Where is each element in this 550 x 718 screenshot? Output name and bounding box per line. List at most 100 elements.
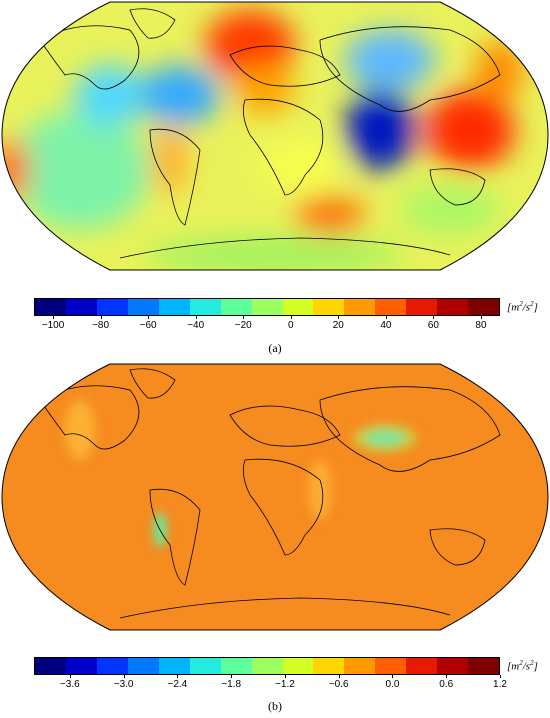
colorbar-tick	[123, 675, 125, 678]
colorbar-tick	[231, 675, 233, 678]
colorbar-segment	[65, 658, 82, 674]
colorbar-segment	[81, 658, 97, 674]
colorbar-tick-label: 1.2	[493, 679, 507, 690]
map-b-border	[1, 363, 549, 631]
colorbar-segment	[297, 299, 314, 315]
colorbar-segment	[452, 658, 469, 674]
colorbar-a-gradient	[34, 298, 500, 316]
colorbar-segment	[35, 658, 51, 674]
colorbar-segment	[437, 299, 453, 315]
colorbar-tick	[433, 316, 435, 319]
colorbar-tick-label: −3.6	[59, 679, 80, 690]
colorbar-segment	[236, 658, 252, 674]
colorbar-segment	[313, 299, 329, 315]
colorbar-tick-label: 80	[475, 320, 487, 331]
coastlines-b	[39, 368, 501, 619]
colorbar-tick-label: −20	[234, 320, 252, 331]
colorbar-segment	[143, 299, 159, 315]
colorbar-segment	[437, 658, 453, 674]
colorbar-segment	[390, 299, 407, 315]
colorbar-tick-label: −60	[139, 320, 157, 331]
colorbar-segment	[81, 299, 97, 315]
colorbar-segment	[282, 299, 298, 315]
colorbar-tick	[100, 316, 102, 319]
colorbar-tick	[385, 316, 387, 319]
colorbar-tick	[446, 675, 448, 678]
colorbar-segment	[328, 658, 345, 674]
colorbar-segment	[328, 299, 345, 315]
colorbar-segment	[112, 299, 128, 315]
colorbar-segment	[143, 658, 159, 674]
colorbar-segment	[50, 658, 66, 674]
colorbar-segment	[65, 299, 82, 315]
colorbar-segment	[127, 658, 144, 674]
colorbar-tick	[243, 316, 245, 319]
colorbar-segment	[406, 658, 422, 674]
caption-b: (b)	[268, 699, 282, 713]
colorbar-segment	[375, 658, 391, 674]
colorbar-b: −3.6 −3.0 −2.4 −1.8 −1.2 −0.6 0.0 0.6 1.2	[34, 657, 507, 690]
colorbar-b-unit: [m2/s2]	[507, 659, 538, 673]
colorbar-segment	[189, 658, 206, 674]
colorbar-tick	[177, 675, 179, 678]
colorbar-tick	[338, 675, 340, 678]
colorbar-segment	[205, 299, 221, 315]
map-b-background	[2, 364, 548, 630]
colorbar-tick-label: −80	[92, 320, 110, 331]
colorbar-segment	[127, 299, 144, 315]
colorbar-segment	[267, 299, 283, 315]
colorbar-segment	[251, 658, 268, 674]
colorbar-segment	[344, 299, 360, 315]
colorbar-tick-label: 0	[287, 320, 294, 331]
colorbar-tick	[69, 675, 71, 678]
colorbar-segment	[96, 658, 113, 674]
colorbar-segment	[359, 299, 376, 315]
colorbar-segment	[96, 299, 113, 315]
colorbar-segment	[483, 299, 500, 315]
anomaly-field-b	[65, 400, 417, 548]
colorbar-segment	[220, 299, 237, 315]
colorbar-segment	[313, 658, 329, 674]
colorbar-segment	[174, 658, 190, 674]
colorbar-segment	[112, 658, 128, 674]
colorbar-segment	[35, 299, 51, 315]
colorbar-tick-label: −40	[187, 320, 205, 331]
map-b	[1, 363, 549, 631]
colorbar-segment	[468, 299, 484, 315]
colorbar-segment	[421, 658, 438, 674]
coastlines-a	[39, 8, 501, 259]
colorbar-tick	[290, 316, 292, 319]
colorbar-tick-label: −1.8	[221, 679, 242, 690]
colorbar-a-unit: [m2/s2]	[507, 300, 538, 314]
colorbar-tick	[480, 316, 482, 319]
colorbar-tick-label: 0.6	[439, 679, 454, 690]
colorbar-tick	[338, 316, 340, 319]
colorbar-tick-label: 40	[380, 320, 392, 331]
colorbar-segment	[406, 299, 422, 315]
colorbar-segment	[158, 299, 175, 315]
colorbar-tick	[284, 675, 286, 678]
colorbar-tick-label: −1.2	[275, 679, 295, 690]
colorbar-segment	[297, 658, 314, 674]
colorbar-tick	[148, 316, 150, 319]
colorbar-segment	[50, 299, 66, 315]
colorbar-tick-label: −0.6	[328, 679, 349, 690]
colorbar-a: −100 −80 −60 −40 −20 0 20 40 60 80	[34, 298, 500, 331]
colorbar-tick-label: −2.4	[167, 679, 188, 690]
colorbar-segment	[189, 299, 206, 315]
colorbar-segment	[375, 299, 391, 315]
colorbar-segment	[174, 299, 190, 315]
colorbar-segment	[359, 658, 376, 674]
map-a-border	[1, 1, 549, 271]
colorbar-tick	[500, 675, 501, 678]
colorbar-tick-label: 20	[332, 320, 344, 331]
panel-b: −3.6 −3.0 −2.4 −1.8 −1.2 −0.6 0.0 0.6 1.2 [m2/s2…	[0, 360, 550, 718]
colorbar-tick	[392, 675, 394, 678]
colorbar-segment	[251, 299, 268, 315]
panel-a: −100 −80 −60 −40 −20 0 20 40 60 80 [m2/s2] (a)	[1, 1, 549, 355]
colorbar-segment	[267, 658, 283, 674]
colorbar-tick-label: −3.0	[113, 679, 134, 690]
caption-a: (a)	[268, 341, 282, 355]
colorbar-segment	[236, 299, 252, 315]
colorbar-segment	[483, 658, 500, 674]
